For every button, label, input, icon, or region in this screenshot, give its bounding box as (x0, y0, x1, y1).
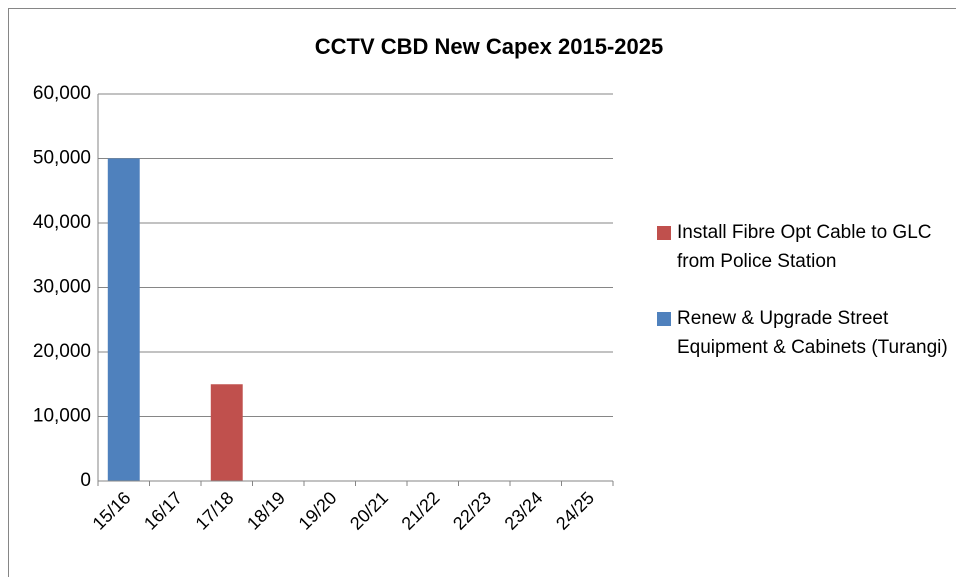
y-tick-label: 10,000 (33, 406, 91, 427)
legend-swatch (657, 226, 671, 240)
bar (107, 158, 140, 481)
y-tick-label: 60,000 (33, 83, 91, 104)
legend-label: Renew & Upgrade Street Equipment & Cabine… (677, 308, 948, 358)
legend-label: Install Fibre Opt Cable to GLC from Polic… (677, 222, 932, 272)
chart-title: CCTV CBD New Capex 2015-2025 (315, 34, 663, 59)
y-tick-label: 50,000 (33, 148, 91, 169)
y-tick-label: 40,000 (33, 212, 91, 233)
y-tick-label: 0 (80, 470, 91, 491)
bar (210, 384, 243, 481)
y-tick-label: 30,000 (33, 277, 91, 298)
y-tick-label: 20,000 (33, 341, 91, 362)
chart-frame (8, 8, 956, 577)
legend-swatch (657, 312, 671, 326)
